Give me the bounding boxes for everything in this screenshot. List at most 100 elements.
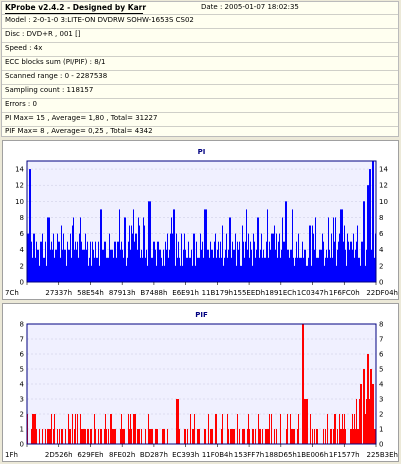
- pi-bar: [303, 257, 304, 282]
- pi-ytick-right: 4: [379, 246, 384, 254]
- pif-ytick-left: 7: [20, 336, 24, 344]
- pi-bar: [300, 257, 301, 282]
- pi-bar: [155, 249, 156, 282]
- pi-bar: [359, 257, 360, 282]
- pi-bar: [344, 225, 345, 282]
- pi-bar: [108, 257, 109, 282]
- pi-xtick-label: 11B179h: [202, 289, 234, 297]
- pif-bar: [36, 429, 37, 444]
- pif-xtick-label: 225B3Eh: [367, 451, 398, 459]
- pi-bar: [343, 241, 344, 282]
- pif-bar: [32, 414, 33, 444]
- pif-bar: [33, 414, 34, 444]
- pi-bar: [33, 233, 34, 282]
- pi-bar: [318, 257, 319, 282]
- pif-bar: [231, 429, 232, 444]
- pi-bar: [52, 249, 53, 282]
- info-pif-stats: PIF Max= 8 , Average= 0,25 , Total= 4342: [5, 127, 153, 135]
- pif-bar: [365, 414, 366, 444]
- pi-bar: [370, 169, 371, 282]
- pi-bar: [83, 249, 84, 282]
- pi-bar: [294, 265, 295, 282]
- pi-bar: [162, 265, 163, 282]
- pi-bar: [77, 241, 78, 282]
- pif-bar: [34, 414, 35, 444]
- pi-bar: [248, 233, 249, 282]
- pif-bar: [356, 399, 357, 444]
- pif-bar: [145, 429, 146, 444]
- pif-bar: [316, 429, 317, 444]
- pif-bar: [113, 429, 114, 444]
- pi-bar: [101, 209, 102, 282]
- pi-bar: [60, 257, 61, 282]
- pif-bar: [149, 429, 150, 444]
- pi-bar: [335, 217, 336, 282]
- pi-bar: [305, 249, 306, 282]
- pif-bar: [370, 369, 371, 444]
- pi-bar: [106, 257, 107, 282]
- pi-bar: [283, 241, 284, 282]
- pif-bar: [294, 429, 295, 444]
- pi-bar: [240, 265, 241, 282]
- pi-ytick-left: 8: [20, 214, 24, 222]
- pi-bar: [241, 265, 242, 282]
- pi-xtick-label: E6E91h: [172, 289, 199, 297]
- pi-plot-border: [26, 160, 377, 283]
- pi-bar: [194, 233, 195, 282]
- pif-bar: [358, 429, 359, 444]
- separator: [2, 98, 398, 99]
- pi-bar: [63, 233, 64, 282]
- pi-bar: [105, 241, 106, 282]
- pi-bar: [231, 257, 232, 282]
- pif-bar: [151, 429, 152, 444]
- pi-bar: [201, 249, 202, 282]
- pi-bar: [90, 241, 91, 282]
- pif-bar: [157, 429, 158, 444]
- pif-bar: [54, 414, 55, 444]
- pif-bar: [374, 429, 375, 444]
- pi-bar: [352, 249, 353, 282]
- pif-bar: [271, 414, 272, 444]
- pi-bar: [232, 241, 233, 282]
- pi-bar: [249, 257, 250, 282]
- pi-bar: [161, 257, 162, 282]
- pi-bar: [180, 265, 181, 282]
- pi-bar: [131, 225, 132, 282]
- pi-bar: [328, 217, 329, 282]
- pi-bar: [340, 209, 341, 282]
- pi-bar: [269, 241, 270, 282]
- pi-bar: [319, 249, 320, 282]
- pi-bar: [123, 257, 124, 282]
- pif-ytick-left: 4: [20, 381, 25, 389]
- pi-bar: [365, 265, 366, 282]
- pif-bar: [253, 429, 254, 444]
- pif-bar: [59, 429, 60, 444]
- pif-chart-title: PIF: [195, 311, 208, 319]
- pif-bar: [150, 429, 151, 444]
- pi-bar: [278, 241, 279, 282]
- pi-bar: [366, 249, 367, 282]
- pif-bar: [359, 399, 360, 444]
- pif-bar: [104, 429, 105, 444]
- pi-bar: [219, 257, 220, 282]
- pi-bar: [150, 201, 151, 282]
- pif-plot-border: [26, 323, 377, 445]
- pi-bar: [222, 225, 223, 282]
- pif-bar: [122, 429, 123, 444]
- pif-bar: [342, 414, 343, 444]
- pi-bar: [279, 233, 280, 282]
- pif-bar: [114, 429, 115, 444]
- pif-bar: [94, 414, 95, 444]
- pi-bar: [304, 249, 305, 282]
- pif-xtick-label: 188D65h: [265, 451, 297, 459]
- pi-bar: [350, 241, 351, 282]
- pi-bar: [143, 217, 144, 282]
- pi-bar: [65, 249, 66, 282]
- pif-bar: [363, 369, 364, 444]
- pi-bar: [112, 249, 113, 282]
- pi-bar: [163, 249, 164, 282]
- pi-bar: [85, 233, 86, 282]
- pif-bar: [84, 429, 85, 444]
- pi-bar: [188, 241, 189, 282]
- pif-bar: [129, 429, 130, 444]
